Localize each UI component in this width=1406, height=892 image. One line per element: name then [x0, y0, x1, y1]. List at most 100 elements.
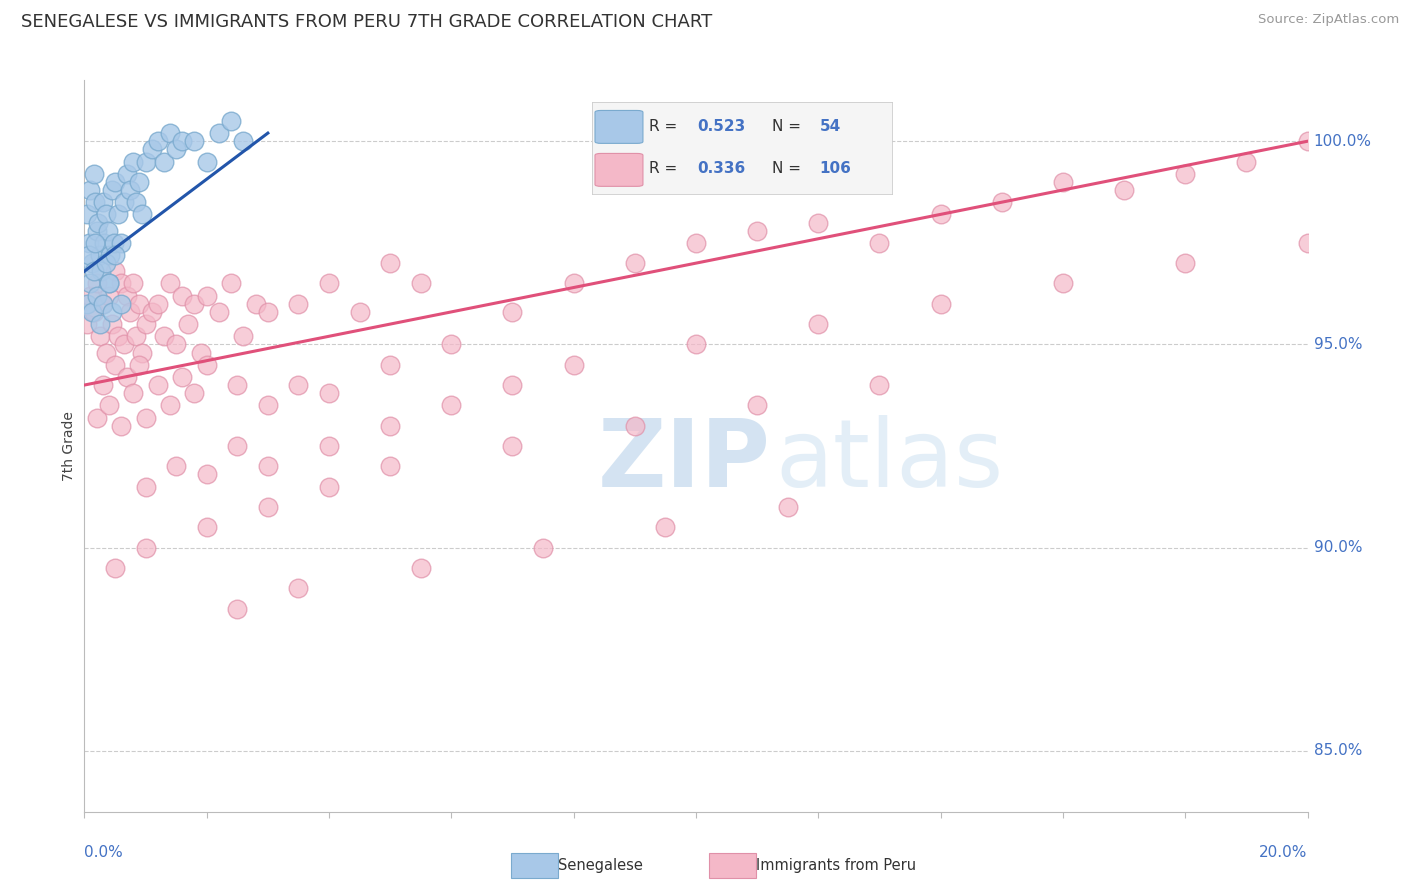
- Point: [183, 386, 205, 401]
- Point: [776, 500, 799, 514]
- Point: [122, 277, 145, 291]
- Point: [1296, 134, 1319, 148]
- Point: [86, 410, 108, 425]
- Point: [141, 305, 163, 319]
- Point: [318, 386, 340, 401]
- Point: [135, 541, 157, 555]
- Point: [685, 235, 707, 250]
- FancyBboxPatch shape: [595, 153, 643, 186]
- Point: [195, 288, 218, 302]
- Point: [380, 418, 402, 433]
- Point: [98, 248, 121, 262]
- Point: [153, 154, 176, 169]
- Point: [91, 297, 114, 311]
- Point: [110, 297, 132, 311]
- Point: [128, 297, 150, 311]
- Point: [107, 207, 129, 221]
- Point: [287, 378, 309, 392]
- Point: [318, 439, 340, 453]
- Point: [103, 235, 125, 250]
- Point: [131, 345, 153, 359]
- Point: [90, 264, 112, 278]
- Point: [76, 317, 98, 331]
- Point: [562, 277, 585, 291]
- Point: [257, 459, 280, 474]
- Point: [97, 224, 120, 238]
- Point: [91, 297, 114, 311]
- Point: [624, 418, 647, 433]
- Point: [807, 215, 830, 229]
- Point: [172, 288, 194, 302]
- Point: [135, 154, 157, 169]
- Point: [159, 126, 181, 140]
- FancyBboxPatch shape: [512, 853, 558, 878]
- Point: [159, 277, 181, 291]
- Point: [80, 256, 103, 270]
- Point: [86, 224, 108, 238]
- Point: [745, 224, 768, 238]
- Point: [807, 317, 830, 331]
- Point: [104, 358, 127, 372]
- Point: [380, 459, 402, 474]
- Point: [128, 175, 150, 189]
- Point: [245, 297, 267, 311]
- Point: [318, 480, 340, 494]
- Point: [94, 256, 117, 270]
- Text: 90.0%: 90.0%: [1313, 540, 1362, 555]
- Point: [226, 439, 249, 453]
- Point: [257, 398, 280, 412]
- Point: [226, 601, 249, 615]
- Point: [232, 134, 254, 148]
- Point: [84, 235, 107, 250]
- Point: [654, 520, 676, 534]
- Point: [110, 277, 132, 291]
- Point: [128, 358, 150, 372]
- Point: [440, 398, 463, 412]
- Point: [79, 183, 101, 197]
- Point: [76, 297, 98, 311]
- Y-axis label: 7th Grade: 7th Grade: [62, 411, 76, 481]
- Text: N =: N =: [772, 120, 806, 135]
- Point: [135, 480, 157, 494]
- Point: [120, 305, 142, 319]
- Point: [146, 378, 169, 392]
- Point: [685, 337, 707, 351]
- Point: [112, 337, 135, 351]
- Point: [83, 167, 105, 181]
- Text: Senegalese: Senegalese: [558, 858, 643, 872]
- Point: [219, 277, 242, 291]
- Point: [929, 207, 952, 221]
- Point: [1052, 277, 1074, 291]
- FancyBboxPatch shape: [709, 853, 755, 878]
- Point: [531, 541, 554, 555]
- Point: [219, 114, 242, 128]
- Point: [93, 235, 115, 250]
- Point: [1052, 175, 1074, 189]
- Point: [77, 235, 100, 250]
- Point: [125, 195, 148, 210]
- Point: [172, 134, 194, 148]
- Text: 100.0%: 100.0%: [1313, 134, 1372, 149]
- Text: N =: N =: [772, 161, 806, 177]
- Point: [115, 370, 138, 384]
- Text: 95.0%: 95.0%: [1313, 337, 1362, 352]
- Point: [97, 398, 120, 412]
- Point: [101, 183, 124, 197]
- Point: [440, 337, 463, 351]
- Point: [79, 288, 101, 302]
- Point: [91, 195, 114, 210]
- Point: [190, 345, 212, 359]
- Point: [94, 207, 117, 221]
- Point: [172, 370, 194, 384]
- Point: [120, 183, 142, 197]
- Point: [165, 459, 187, 474]
- Point: [146, 134, 169, 148]
- Point: [287, 581, 309, 595]
- Point: [122, 154, 145, 169]
- Point: [990, 195, 1012, 210]
- Point: [287, 297, 309, 311]
- Text: R =: R =: [650, 120, 682, 135]
- Point: [1174, 256, 1197, 270]
- Point: [501, 305, 523, 319]
- Text: 0.336: 0.336: [697, 161, 745, 177]
